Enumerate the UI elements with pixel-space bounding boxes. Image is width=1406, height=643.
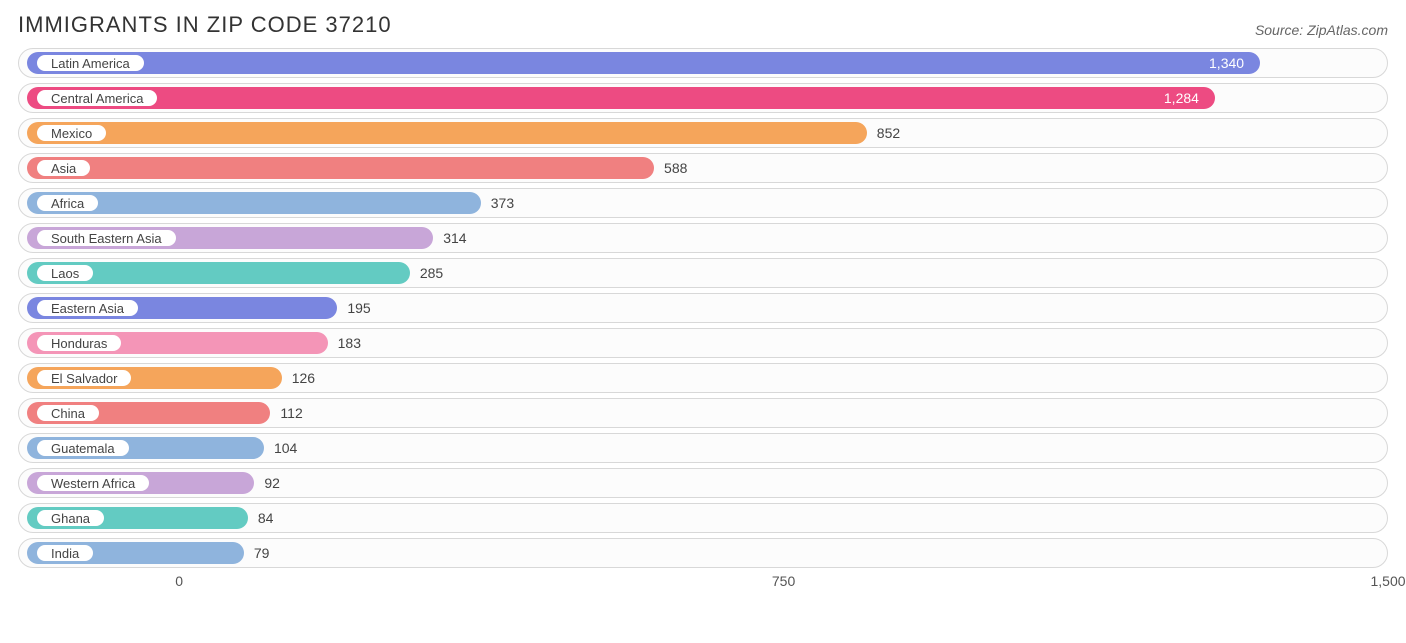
bar-label: Eastern Asia: [51, 301, 124, 316]
chart-header: IMMIGRANTS IN ZIP CODE 37210 Source: Zip…: [18, 12, 1388, 38]
bar-value: 183: [338, 335, 361, 351]
bar-label: Asia: [51, 161, 76, 176]
bar-label: India: [51, 546, 79, 561]
bar-value: 1,340: [1209, 55, 1244, 71]
bar-label-pill: India: [35, 543, 95, 563]
bar-row: Ghana 84: [18, 503, 1388, 533]
bar-label: Mexico: [51, 126, 92, 141]
bar-row: Asia 588: [18, 153, 1388, 183]
bar-row: Mexico 852: [18, 118, 1388, 148]
bar-value: 195: [347, 300, 370, 316]
bar-row: El Salvador 126: [18, 363, 1388, 393]
bar-label-pill: Western Africa: [35, 473, 151, 493]
bar-label: El Salvador: [51, 371, 117, 386]
bar-row: South Eastern Asia 314: [18, 223, 1388, 253]
bar-label-pill: Ghana: [35, 508, 106, 528]
bar-value: 92: [264, 475, 280, 491]
bar-label-pill: Eastern Asia: [35, 298, 140, 318]
bar-value: 104: [274, 440, 297, 456]
bar-value: 314: [443, 230, 466, 246]
bar-row: Eastern Asia 195: [18, 293, 1388, 323]
bar-row: China 112: [18, 398, 1388, 428]
bar-row: Central America 1,284: [18, 83, 1388, 113]
bar-label: Honduras: [51, 336, 107, 351]
bar-value: 285: [420, 265, 443, 281]
bar-value: 852: [877, 125, 900, 141]
bar-label-pill: El Salvador: [35, 368, 133, 388]
bar-value: 79: [254, 545, 270, 561]
bar-label: Latin America: [51, 56, 130, 71]
x-axis: 07501,500: [18, 573, 1388, 593]
bar-fill: [27, 52, 1260, 74]
bar-fill: [27, 87, 1215, 109]
axis-tick: 0: [175, 573, 183, 589]
bar-chart: Latin America 1,340 Central America 1,284 Me…: [18, 48, 1388, 568]
bar-value: 126: [292, 370, 315, 386]
bar-row: Africa 373: [18, 188, 1388, 218]
bar-fill: [27, 157, 654, 179]
bar-label-pill: Mexico: [35, 123, 108, 143]
bar-label-pill: Laos: [35, 263, 95, 283]
bar-label-pill: Honduras: [35, 333, 123, 353]
axis-tick: 1,500: [1370, 573, 1405, 589]
bar-row: Western Africa 92: [18, 468, 1388, 498]
bar-value: 373: [491, 195, 514, 211]
bar-label-pill: Africa: [35, 193, 100, 213]
bar-label: Western Africa: [51, 476, 135, 491]
axis-tick: 750: [772, 573, 795, 589]
bar-label: Ghana: [51, 511, 90, 526]
bar-label-pill: China: [35, 403, 101, 423]
bar-label-pill: Central America: [35, 88, 159, 108]
bar-value: 112: [280, 405, 302, 421]
chart-title: IMMIGRANTS IN ZIP CODE 37210: [18, 12, 392, 38]
bar-label-pill: South Eastern Asia: [35, 228, 178, 248]
bar-label-pill: Latin America: [35, 53, 146, 73]
chart-source: Source: ZipAtlas.com: [1255, 22, 1388, 38]
bar-label: Laos: [51, 266, 79, 281]
bar-row: Latin America 1,340: [18, 48, 1388, 78]
bar-value: 84: [258, 510, 274, 526]
bar-label: Africa: [51, 196, 84, 211]
bar-row: India 79: [18, 538, 1388, 568]
bar-label: Central America: [51, 91, 143, 106]
bar-row: Guatemala 104: [18, 433, 1388, 463]
bar-fill: [27, 122, 867, 144]
bar-label-pill: Asia: [35, 158, 92, 178]
bar-value: 588: [664, 160, 687, 176]
bar-value: 1,284: [1164, 90, 1199, 106]
bar-label: Guatemala: [51, 441, 115, 456]
bar-row: Laos 285: [18, 258, 1388, 288]
bar-label-pill: Guatemala: [35, 438, 131, 458]
bar-label: China: [51, 406, 85, 421]
bar-row: Honduras 183: [18, 328, 1388, 358]
bar-label: South Eastern Asia: [51, 231, 162, 246]
